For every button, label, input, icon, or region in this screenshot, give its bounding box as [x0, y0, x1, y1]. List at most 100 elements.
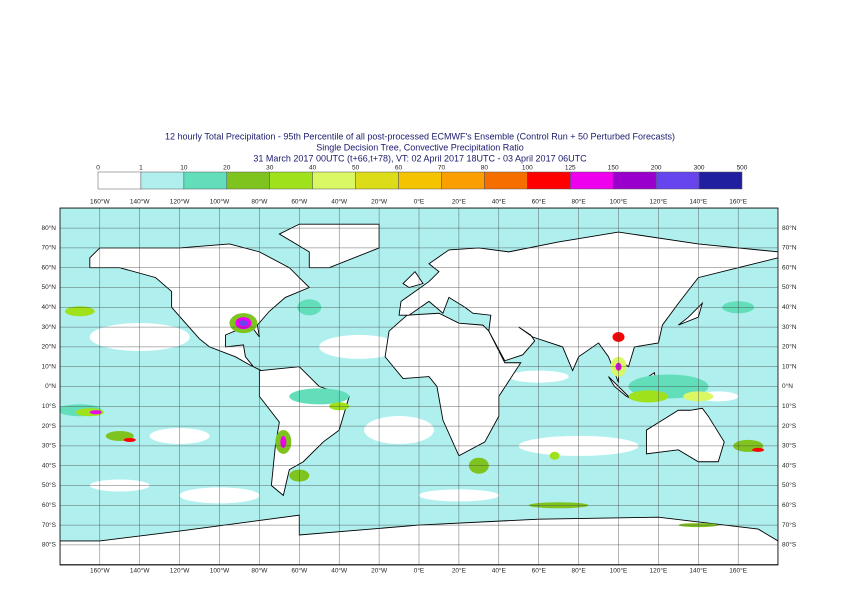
lat-label: 20°S	[782, 422, 797, 430]
lat-label: 50°N	[782, 283, 797, 291]
title: 12 hourly Total Precipitation - 95th Per…	[165, 131, 675, 141]
legend-swatch	[312, 171, 356, 190]
precip-area	[89, 410, 102, 415]
legend-label: 0	[96, 165, 100, 172]
lat-label: 60°N	[41, 263, 56, 271]
lat-label: 30°S	[782, 442, 797, 450]
lat-label: 10°S	[782, 402, 797, 410]
lat-label: 30°N	[41, 323, 56, 331]
lat-label: 40°S	[42, 461, 57, 469]
lon-label: 120°E	[650, 198, 668, 206]
legend-label: 100	[522, 165, 533, 172]
lon-label: 40°E	[492, 198, 507, 206]
lat-label: 40°N	[41, 303, 56, 311]
legend-label: 300	[694, 165, 705, 172]
precip-area	[289, 388, 350, 405]
map-labels: 160°W 160°W 140°W 140°W 120°W 120°W 100°W 100°W…	[41, 198, 796, 575]
legend-swatch	[226, 171, 270, 190]
lon-label: 160°W	[90, 567, 110, 575]
lat-label: 10°S	[42, 402, 57, 410]
lon-label: 120°W	[170, 567, 190, 575]
legend-swatch	[698, 171, 743, 190]
precip-area	[64, 306, 95, 317]
dry-area	[364, 416, 435, 445]
legend-label: 80	[481, 165, 489, 172]
lat-label: 70°N	[782, 244, 797, 252]
legend-label: 200	[651, 165, 662, 172]
lat-label: 30°N	[782, 323, 797, 331]
lon-label: 20°W	[371, 198, 388, 206]
legend-swatch	[355, 171, 399, 190]
lat-label: 20°S	[42, 422, 57, 430]
lon-label: 120°E	[650, 567, 668, 575]
legend-swatch	[97, 171, 142, 190]
lat-label: 0°N	[782, 382, 793, 390]
legend-swatch	[140, 171, 185, 190]
lat-label: 80°N	[41, 224, 56, 232]
legend-label: 500	[737, 165, 748, 172]
legend-swatch	[398, 171, 442, 190]
lon-label: 40°W	[331, 567, 348, 575]
lat-label: 70°S	[782, 521, 797, 529]
lon-label: 60°E	[532, 567, 547, 575]
legend-swatch	[612, 171, 657, 190]
legend-swatch	[527, 171, 571, 190]
lon-label: 40°W	[331, 198, 348, 206]
legend-label: 30	[266, 165, 274, 172]
lon-label: 100°E	[610, 567, 628, 575]
lon-label: 0°E	[414, 198, 425, 206]
legend-swatch	[484, 171, 528, 190]
lon-label: 40°E	[492, 567, 507, 575]
lat-label: 70°N	[41, 244, 56, 252]
lat-label: 40°N	[782, 303, 797, 311]
legend-label: 10	[180, 165, 188, 172]
lon-label: 140°E	[689, 198, 707, 206]
precip-area	[628, 390, 669, 403]
lon-label: 20°E	[452, 198, 467, 206]
precip-area	[239, 320, 248, 327]
legend-swatch	[570, 171, 614, 190]
land	[645, 407, 725, 463]
lat-label: 10°N	[41, 362, 56, 370]
lon-label: 140°W	[130, 198, 150, 206]
legend-label: 125	[565, 165, 576, 172]
colorbar: 0 1 10 20 30 40 50 60 70 80 100 125 150 200 300 500	[96, 165, 748, 190]
legend-swatch	[655, 171, 700, 190]
lat-label: 20°N	[782, 343, 797, 351]
lon-label: 100°W	[210, 567, 230, 575]
lat-label: 10°N	[782, 362, 797, 370]
land	[402, 270, 424, 288]
lon-label: 80°E	[572, 198, 587, 206]
lon-label: 140°E	[689, 567, 707, 575]
subtitle: Single Decision Tree, Convective Precipi…	[316, 142, 524, 152]
legend-swatch	[269, 171, 313, 190]
lat-label: 70°S	[42, 521, 57, 529]
legend-label: 60	[395, 165, 403, 172]
lat-label: 50°S	[42, 481, 57, 489]
land	[678, 301, 704, 326]
validity: 31 March 2017 00UTC (t+66,t+78), VT: 02 …	[253, 153, 587, 163]
legend-swatch	[183, 171, 228, 190]
lon-label: 20°E	[452, 567, 467, 575]
precip-area	[752, 447, 765, 452]
legend-label: 40	[309, 165, 317, 172]
lat-label: 40°S	[782, 461, 797, 469]
lat-label: 30°S	[42, 442, 57, 450]
legend-label: 1	[139, 165, 143, 172]
lat-label: 60°N	[782, 263, 797, 271]
legend-swatch	[441, 171, 485, 190]
precip-area	[123, 437, 136, 442]
lat-label: 80°N	[782, 224, 797, 232]
lat-label: 0°N	[45, 382, 56, 390]
lon-label: 60°W	[291, 567, 308, 575]
lon-label: 80°W	[251, 567, 268, 575]
lon-label: 100°E	[610, 198, 628, 206]
lat-label: 60°S	[782, 501, 797, 509]
precip-area	[549, 451, 560, 460]
lat-label: 50°S	[782, 481, 797, 489]
lon-label: 160°E	[729, 567, 747, 575]
lon-label: 160°E	[729, 198, 747, 206]
lon-label: 60°E	[532, 198, 547, 206]
lon-label: 100°W	[210, 198, 230, 206]
